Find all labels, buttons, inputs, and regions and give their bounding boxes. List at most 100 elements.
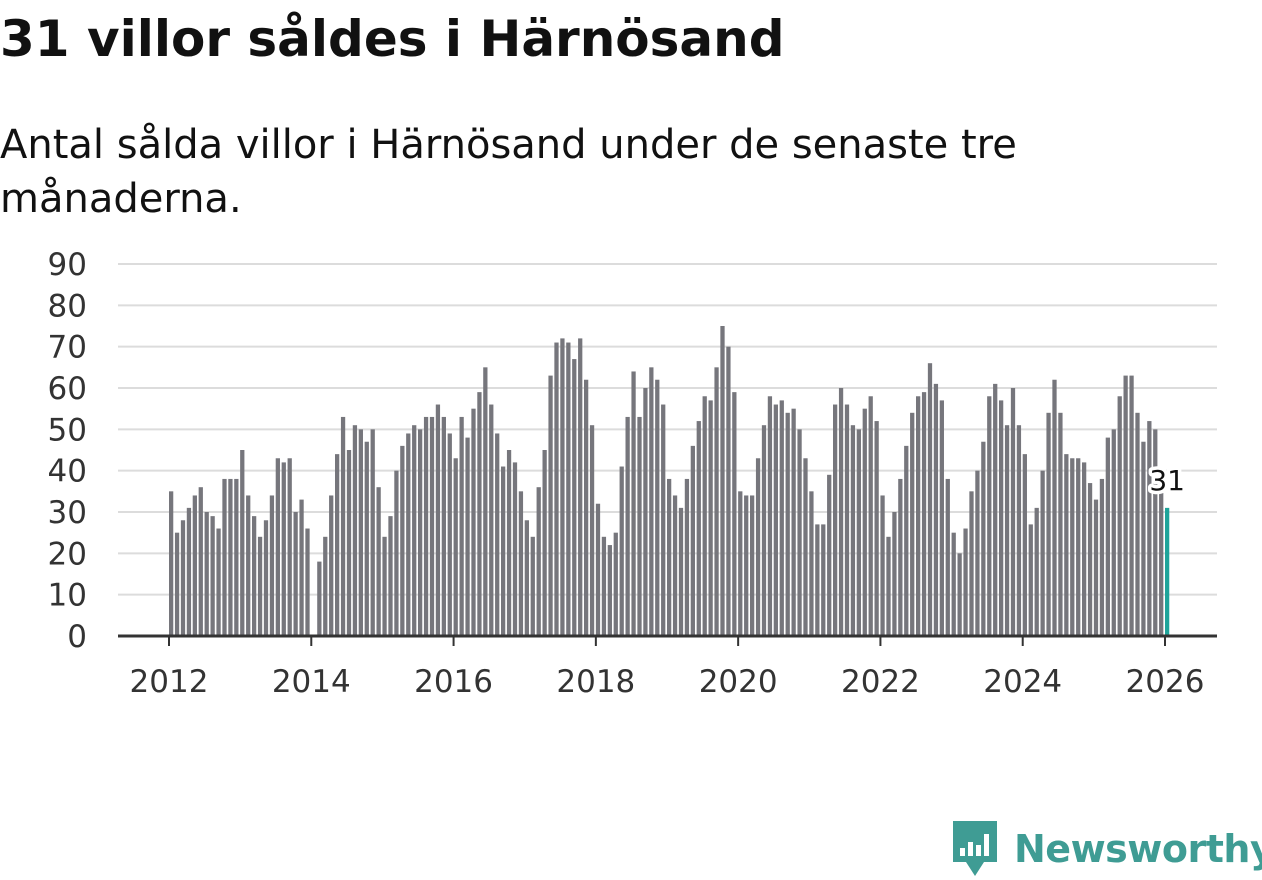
y-tick-label: 50 [48,412,87,448]
bar [595,503,601,636]
bar [364,441,369,636]
bar [696,421,701,636]
y-tick-label: 90 [48,247,87,283]
bar [406,433,411,636]
bar [257,536,263,636]
bar [186,507,192,636]
bar [512,462,518,636]
newsworthy-logo-icon [953,821,997,876]
y-tick-label: 30 [48,495,87,531]
bar [720,326,725,636]
bar [299,499,304,636]
bar [358,429,363,636]
bar [453,458,458,636]
bar [945,478,950,636]
bar [429,416,435,636]
bar [293,512,298,636]
bar [750,495,755,636]
bar [269,495,275,636]
bar [815,524,820,636]
newsworthy-logo-text: Newsworthy [1014,827,1262,871]
bar [738,491,743,636]
bar [791,408,796,636]
bar [714,367,719,636]
x-tick-label: 2022 [841,664,920,700]
y-tick-label: 80 [48,288,87,324]
y-tick-label: 10 [48,578,87,614]
bar [305,528,310,636]
bar [1070,458,1075,636]
bar [1016,425,1022,636]
y-tick-label: 0 [67,619,87,655]
bar [1004,425,1010,636]
bar [939,400,944,636]
bar [708,400,713,636]
bar [927,363,933,636]
x-tick-label: 2014 [272,664,351,700]
bar [483,367,488,636]
bar [975,470,980,636]
bar [993,383,998,636]
bar [761,425,767,636]
bar [951,532,956,636]
bar [180,520,186,636]
bar [862,408,867,636]
bar [1087,483,1093,636]
bar [1058,412,1063,636]
bar [1123,375,1128,636]
bar [489,404,494,636]
bar [1040,470,1045,636]
bar [554,342,559,636]
bar [192,495,197,636]
last-value-label: 31 [1149,464,1185,497]
y-tick-label: 20 [48,536,87,572]
bar [898,478,903,636]
bar [785,412,790,636]
bar [560,338,565,636]
bar [323,536,328,636]
bar [850,425,856,636]
bar [530,536,535,636]
bar [275,458,280,636]
x-tick-label: 2026 [1126,664,1205,700]
bar [1052,379,1057,636]
chart-title: 31 villor såldes i Härnösand [0,10,785,68]
bar [969,491,974,636]
bar [779,400,784,636]
bar [892,512,897,636]
bar [678,507,684,636]
bar [643,388,648,636]
bar [607,545,612,636]
bar [773,404,778,636]
bar [904,445,909,636]
bar [216,528,221,636]
y-tick-label: 60 [48,371,87,407]
bar [1076,458,1081,636]
bar [1141,441,1146,636]
bar [572,359,577,636]
bar [1105,437,1110,636]
bar [767,396,773,636]
newsworthy-logo: Newsworthy [950,818,1262,880]
bar [198,487,203,636]
bar [797,429,802,636]
bar [376,487,381,636]
bar [755,458,761,636]
bar [352,425,358,636]
bar [1159,487,1164,636]
bar [1046,412,1051,636]
bar [1034,507,1039,636]
bar [661,404,666,636]
bar [613,532,618,636]
bar [672,495,678,636]
x-tick-label: 2018 [556,664,635,700]
bar [252,516,257,636]
bar [548,375,553,636]
bar [459,416,464,636]
bar [1147,421,1152,636]
bar [329,495,334,636]
bar [838,388,844,636]
bar [317,561,322,636]
bar [1111,429,1116,636]
bar [388,516,393,636]
